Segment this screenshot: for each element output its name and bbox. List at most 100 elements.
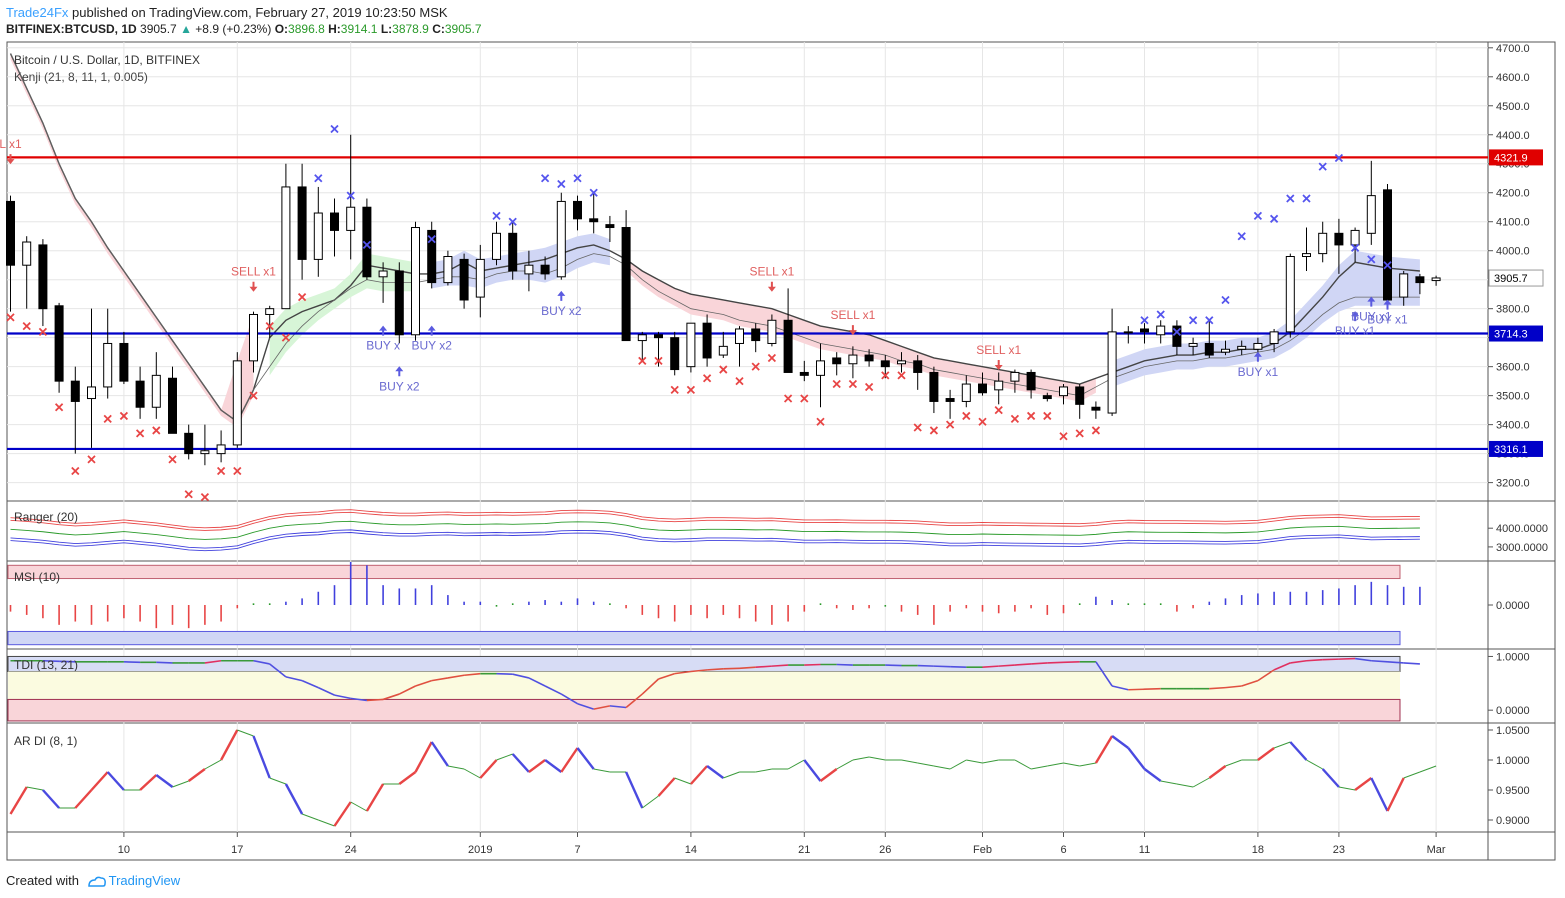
ardi-line-segment <box>204 759 222 770</box>
buy-arrow-icon <box>557 290 566 301</box>
sell-cross-marker <box>216 466 226 476</box>
bearish-candle <box>1042 395 1052 400</box>
ardi-line-segment <box>1063 762 1080 767</box>
tdi-line-segment <box>593 705 611 710</box>
ardi-line-segment <box>625 771 644 809</box>
sell-cross-marker <box>1026 411 1036 421</box>
tradingview-link[interactable]: TradingView <box>108 873 181 888</box>
tdi-line-segment <box>1387 661 1404 664</box>
y-tick-label: 1.0000 <box>1496 755 1530 767</box>
ardi-line-segment <box>74 789 93 809</box>
tdi-line-segment <box>1403 662 1420 665</box>
x-stroke <box>22 321 31 331</box>
x-stroke <box>767 353 777 363</box>
ardi-line-segment <box>1160 780 1177 785</box>
sell-cross-marker <box>135 429 145 438</box>
tdi-line-segment <box>42 659 60 663</box>
low-label: L: <box>380 22 393 36</box>
bearish-candle <box>297 186 307 260</box>
ardi-line-segment <box>1079 762 1096 767</box>
tdi-line-segment <box>739 666 756 670</box>
x-stroke <box>897 371 906 380</box>
ardi-line-segment <box>365 783 385 812</box>
x-stroke <box>184 490 193 499</box>
x-stroke <box>1205 316 1214 325</box>
bullish-candle <box>1399 273 1409 298</box>
buy-cross-marker <box>314 174 323 183</box>
bullish-candle <box>232 360 242 446</box>
publisher-link[interactable]: Trade24Fx <box>6 5 69 20</box>
ardi-line-segment <box>544 759 563 773</box>
buy-arrow-icon <box>1351 311 1360 322</box>
x-stroke <box>864 382 874 392</box>
x-stroke <box>832 379 841 389</box>
sell-arrow-icon <box>767 281 776 292</box>
bullish-candle <box>637 334 647 342</box>
tdi-line-segment <box>1144 687 1161 691</box>
buy-cross-marker <box>427 234 436 244</box>
ardi-line-segment <box>917 762 934 767</box>
x-stroke <box>1188 316 1198 325</box>
high-value: 3914.1 <box>340 22 378 36</box>
ardi-line-segment <box>172 780 189 788</box>
sell-cross-marker <box>702 374 712 383</box>
x-stroke <box>945 420 955 429</box>
tdi-line-segment <box>366 698 384 702</box>
ardi-line-segment <box>1370 777 1389 812</box>
sell-cross-marker <box>265 321 274 331</box>
bullish-candle <box>200 450 210 455</box>
sell-cross-marker <box>816 417 825 426</box>
bearish-candle <box>978 383 987 394</box>
sell-cross-marker <box>119 411 129 421</box>
x-stroke <box>152 426 161 435</box>
tdi-line-segment <box>917 664 934 667</box>
x-stroke <box>881 371 890 380</box>
tdi-line-segment <box>609 705 627 709</box>
bullish-candle <box>1059 386 1068 397</box>
y-tick-label: 3200.0 <box>1496 478 1530 490</box>
tdi-line-segment <box>398 685 416 695</box>
tdi-line-segment <box>707 668 724 671</box>
tdi-line-segment <box>1063 661 1080 664</box>
msi-pane: 0.0000 MSI (10) <box>7 562 1530 646</box>
tdi-line-segment <box>269 663 287 678</box>
x-stroke <box>346 191 355 200</box>
x-tick-label: Mar <box>1427 844 1446 856</box>
x-stroke <box>654 356 663 365</box>
published-text: published on TradingView.com, February 2… <box>72 5 448 20</box>
x-stroke <box>735 377 744 386</box>
sell-cross-marker <box>767 353 777 363</box>
bearish-candle <box>184 432 194 455</box>
sell-cross-marker <box>6 313 15 322</box>
tdi-line-segment <box>350 697 368 702</box>
bullish-candle <box>524 264 534 275</box>
sell-cross-marker <box>103 414 112 423</box>
bullish-candle <box>1302 253 1311 258</box>
sell-cross-marker <box>686 385 696 394</box>
high-label: H: <box>328 22 341 36</box>
bearish-candle <box>394 270 404 336</box>
x-tick-label: 10 <box>118 844 130 856</box>
ardi-line-segment <box>819 768 838 782</box>
tdi-line-segment <box>1209 686 1226 690</box>
buy-signal-label: BUY x2 <box>541 304 582 318</box>
ardi-line-segment <box>1403 771 1421 779</box>
ardi-line-segment <box>237 729 254 737</box>
ardi-line-segment <box>803 759 822 782</box>
sell-cross-marker <box>881 371 890 380</box>
bearish-cloud <box>626 259 1096 402</box>
buy-cross-marker <box>1269 214 1279 223</box>
ardi-line-segment <box>723 771 740 779</box>
sell-cross-marker <box>184 490 193 499</box>
ardi-line-segment <box>447 765 465 770</box>
tdi-line-segment <box>415 679 432 687</box>
bearish-candle <box>1091 406 1101 411</box>
x-stroke <box>427 234 436 244</box>
x-stroke <box>719 365 728 374</box>
y-tick-label: 3800.0 <box>1496 304 1530 316</box>
y-tick-label: 3400.0 <box>1496 420 1530 432</box>
bearish-candle <box>751 328 761 342</box>
bearish-candle <box>168 377 177 434</box>
bearish-cloud <box>10 53 254 428</box>
